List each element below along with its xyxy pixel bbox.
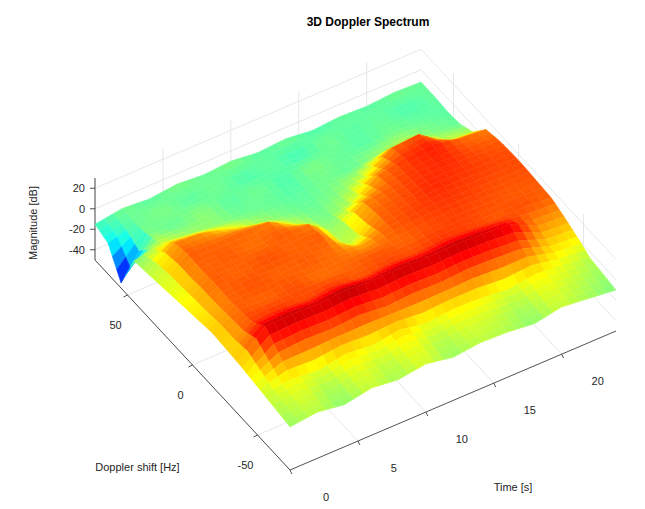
z-tick [90, 188, 95, 189]
y-tick [254, 435, 258, 437]
x-tick-label: 10 [456, 433, 468, 445]
x-tick-label: 0 [323, 491, 329, 503]
chart-title: 3D Doppler Spectrum [307, 15, 430, 29]
y-tick [124, 295, 128, 297]
z-tick-label: -20 [69, 223, 85, 235]
grid-line-x [231, 202, 426, 412]
grid-line-z [421, 70, 616, 280]
x-tick-label: 20 [592, 375, 604, 387]
grid-line-z [95, 90, 421, 229]
y-tick-label: 50 [109, 319, 121, 331]
y-axis-line [95, 260, 290, 470]
labels: 0 5 10 15 20 -50 0 50 -40 -20 0 20 Time [s] Doppler s… [27, 15, 604, 503]
x-tick [358, 441, 360, 445]
grid-line-x [367, 144, 562, 354]
axes [90, 178, 616, 474]
grid-line-z [421, 90, 616, 300]
x-axis-title: Time [s] [494, 481, 533, 493]
surface [95, 82, 616, 427]
grid-line-y [193, 226, 519, 365]
z-tick [90, 208, 95, 209]
y-tick-label: -50 [238, 459, 254, 471]
grid [95, 49, 616, 470]
grid-line-z [421, 111, 616, 321]
z-tick-label: -40 [69, 244, 85, 256]
x-tick [290, 470, 292, 474]
x-tick [426, 412, 428, 416]
z-tick-label: 20 [73, 182, 85, 194]
x-tick-label: 15 [524, 404, 536, 416]
x-tick [494, 383, 496, 387]
y-axis-title: Doppler shift [Hz] [95, 461, 179, 473]
grid-line-x [95, 178, 96, 260]
z-axis-title: Magnitude [dB] [27, 186, 39, 260]
grid-line-z [95, 49, 421, 188]
grid-line-z [95, 111, 421, 250]
grid-line-x [95, 260, 290, 470]
y-tick-label: 0 [177, 389, 183, 401]
x-tick-label: 5 [391, 462, 397, 474]
grid-line-x [299, 173, 494, 383]
grid-line-z [95, 70, 421, 209]
surface-cell [286, 417, 299, 427]
x-axis-line [290, 331, 616, 470]
z-axis-line [95, 178, 96, 260]
z-tick-label: 0 [79, 203, 85, 215]
chart: 0 5 10 15 20 -50 0 50 -40 -20 0 20 Time [s] Doppler s… [0, 0, 645, 509]
z-tick [90, 229, 95, 230]
z-tick [90, 249, 95, 250]
grid-line-x [163, 231, 358, 441]
grid-line-y [128, 156, 454, 295]
grid-line-z [421, 49, 616, 259]
x-tick [562, 354, 564, 358]
y-tick [189, 365, 193, 367]
